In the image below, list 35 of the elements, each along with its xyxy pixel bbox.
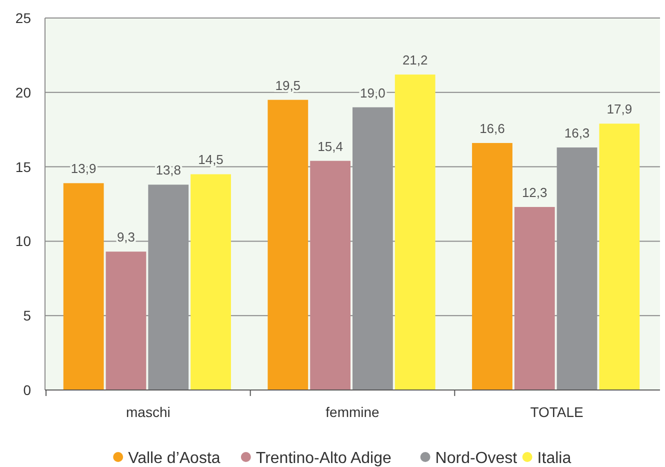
data-label: 14,5 xyxy=(198,152,224,168)
x-tick-label: maschi xyxy=(126,404,170,420)
data-label: 16,6 xyxy=(480,120,505,136)
bar xyxy=(599,124,640,390)
y-tick-label: 20 xyxy=(15,84,32,100)
bar xyxy=(106,252,146,390)
data-label: 16,3 xyxy=(564,125,590,140)
bar xyxy=(394,74,436,390)
y-tick-label: 15 xyxy=(15,158,32,175)
data-label: 13,8 xyxy=(156,162,182,178)
bar xyxy=(190,174,231,390)
legend-label: Trentino-Alto Adige xyxy=(256,450,392,467)
legend-label: Nord-Ovest xyxy=(435,450,518,467)
data-label: 12,3 xyxy=(522,184,548,200)
legend-label: Valle d’Aosta xyxy=(128,450,220,467)
bar xyxy=(63,183,104,390)
data-label: 19,5 xyxy=(275,78,301,93)
data-label: 17,9 xyxy=(606,102,632,117)
bar xyxy=(310,160,350,390)
x-tick-label: femmine xyxy=(326,404,380,420)
y-tick-label: 5 xyxy=(23,308,32,324)
bar xyxy=(556,147,598,390)
legend-label: Italia xyxy=(537,450,572,467)
y-tick-label: 0 xyxy=(23,382,32,398)
y-tick-label: 10 xyxy=(15,233,32,250)
bar xyxy=(352,107,393,390)
data-label: 15,4 xyxy=(318,138,343,154)
bar xyxy=(514,206,555,390)
data-label: 9,3 xyxy=(116,230,136,245)
x-tick-label: TOTALE xyxy=(530,404,584,420)
data-label: 21,2 xyxy=(402,52,428,68)
y-tick-label: 25 xyxy=(15,10,32,26)
bar xyxy=(268,100,308,390)
bar xyxy=(148,184,189,390)
bar xyxy=(472,142,512,390)
